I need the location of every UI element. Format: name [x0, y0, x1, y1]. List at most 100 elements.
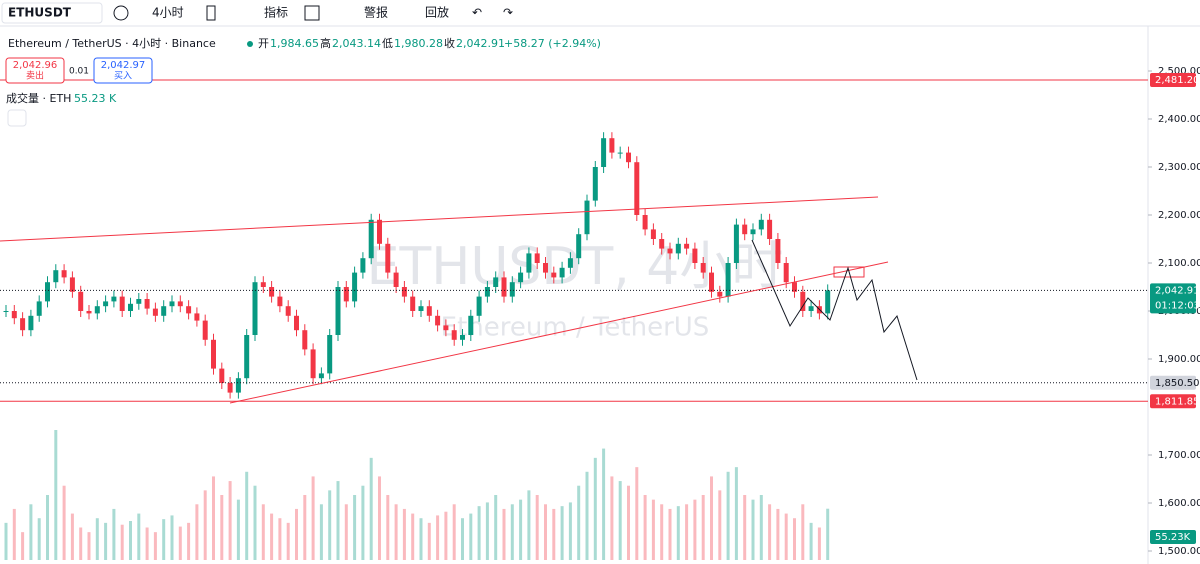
candle [294, 315, 299, 331]
candle [53, 270, 59, 283]
price-badge-label: 1,850.50 [1155, 378, 1200, 389]
volume-bar [245, 471, 249, 560]
sell-label[interactable]: 卖出 [26, 70, 44, 82]
volume-bar [793, 518, 796, 560]
volume-bar [195, 504, 199, 560]
spread: 0.01 [69, 67, 89, 77]
volume-bar [54, 430, 58, 560]
alert[interactable]: 警报 [364, 5, 388, 20]
candle [717, 291, 723, 297]
volume-bar [79, 527, 83, 560]
symbol-box[interactable] [1, 2, 103, 24]
candle [675, 243, 681, 254]
candle [709, 272, 714, 292]
candle [352, 272, 358, 302]
volume-bar [46, 495, 49, 560]
candle [700, 263, 706, 273]
interval[interactable]: 4小时 [152, 6, 184, 20]
price-tick-label: 2,200.00 [1158, 210, 1200, 221]
candle [601, 138, 607, 167]
candle [401, 287, 407, 297]
candle [634, 162, 640, 215]
candle [219, 368, 225, 383]
candle [742, 224, 748, 235]
buy-price[interactable]: 2,042.97 [101, 60, 146, 71]
candle [667, 248, 673, 254]
collapse-button[interactable] [7, 109, 27, 127]
indicators[interactable]: 指标 [264, 5, 288, 20]
redo[interactable]: ↷ [503, 6, 513, 20]
volume-badge-label: 55.23K [1155, 532, 1191, 543]
candle [3, 311, 9, 312]
buy-label[interactable]: 买入 [114, 71, 132, 82]
buy-button[interactable] [93, 57, 153, 84]
candle [584, 200, 590, 235]
candle [28, 315, 34, 331]
add-icon[interactable] [113, 5, 129, 21]
volume-bar [436, 515, 440, 560]
volume-bar [668, 508, 672, 560]
candle [194, 313, 200, 321]
volume-bar [527, 490, 531, 560]
price-badge [1150, 73, 1196, 88]
price-badge [1150, 394, 1196, 409]
candle [484, 287, 490, 297]
volume-bar [37, 518, 41, 560]
ohlc-value: 2,043.14 [332, 37, 381, 50]
volume-bar [419, 518, 423, 560]
volume-bar [635, 467, 639, 560]
candle [327, 335, 333, 374]
candle [435, 315, 441, 326]
candle [543, 263, 548, 273]
candle [211, 339, 216, 369]
candle [534, 253, 540, 263]
volume-bar [129, 521, 132, 560]
ohlc-value: 2,042.91 [456, 37, 505, 50]
volume-bar [734, 467, 738, 560]
candle [650, 229, 656, 239]
candle [725, 263, 731, 297]
ohlc-label: 低 [382, 37, 393, 50]
volume-bar [303, 495, 307, 560]
sell-button[interactable] [5, 57, 65, 84]
candle [235, 378, 241, 393]
layout-icon[interactable] [304, 5, 320, 21]
volume-bar [552, 508, 556, 560]
candle [277, 296, 283, 307]
candle [61, 270, 67, 278]
volume-bar [62, 485, 66, 560]
candle [576, 234, 582, 259]
volume-bar [685, 504, 689, 560]
sell-price[interactable]: 2,042.96 [13, 60, 58, 71]
replay[interactable]: 回放 [425, 5, 449, 20]
candle [468, 315, 474, 335]
candle [368, 219, 374, 259]
volume-bar [70, 513, 74, 560]
candle [111, 296, 117, 302]
candle [733, 224, 739, 263]
volume-bar [112, 508, 116, 560]
candle [559, 267, 565, 278]
volume-bar [469, 513, 473, 560]
volume-bar [162, 519, 166, 560]
candle [202, 320, 208, 340]
volume-bar [759, 495, 763, 560]
volume-bar [328, 490, 332, 560]
candle-icon[interactable] [206, 5, 216, 21]
volume-bar [402, 508, 406, 560]
volume-bar [585, 471, 589, 560]
drawings [0, 196, 918, 404]
candle [551, 272, 557, 278]
candle [509, 282, 515, 297]
symbol[interactable]: ETHUSDT [8, 6, 72, 20]
volume-bar [21, 532, 25, 560]
volume-bar [286, 522, 290, 560]
volume-bar [577, 485, 581, 560]
candle [318, 373, 324, 379]
volume-bar [461, 518, 464, 560]
volume-bar [510, 504, 514, 560]
volume-bar [120, 524, 124, 560]
undo[interactable]: ↶ [472, 6, 482, 20]
change: +58.27 (+2.94%) [504, 37, 601, 50]
